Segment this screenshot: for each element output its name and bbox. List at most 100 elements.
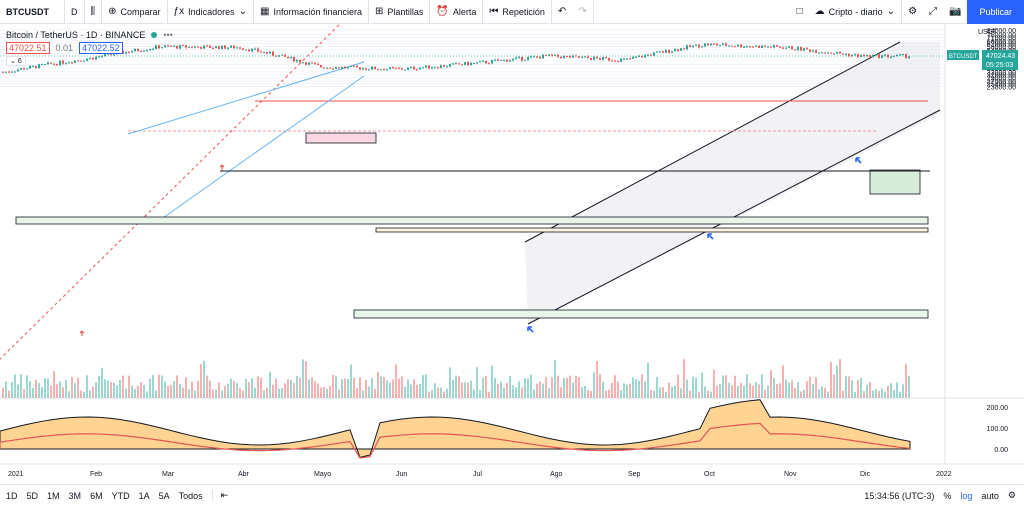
volume-bar bbox=[422, 375, 424, 398]
candle-body bbox=[818, 52, 820, 54]
goto-date-icon[interactable]: ⇤ bbox=[211, 490, 228, 501]
volume-bar bbox=[608, 389, 610, 398]
candle-body bbox=[29, 65, 31, 69]
range-1a[interactable]: 1A bbox=[138, 490, 150, 501]
candle-body bbox=[209, 45, 211, 48]
indicators-button[interactable]: ƒx Indicadores ⌄ bbox=[168, 0, 254, 24]
candle-body bbox=[653, 52, 655, 56]
time-axis[interactable]: 2021 Feb Mar Abr Mayo Jun Jul Ago Sep Oct Nov Dic 20… bbox=[8, 471, 952, 478]
range-6m[interactable]: 6M bbox=[90, 490, 103, 501]
candle-body bbox=[89, 57, 91, 59]
volume-bar bbox=[164, 381, 166, 398]
gear-icon[interactable]: ⚙ bbox=[1007, 490, 1016, 500]
fullscreen-layout-button[interactable]: □ bbox=[791, 0, 809, 24]
volume-bar bbox=[620, 390, 622, 398]
volume-bar bbox=[587, 390, 589, 398]
settings-button[interactable]: ⚙ bbox=[902, 0, 923, 24]
volume-bar bbox=[650, 390, 652, 398]
volume-bar bbox=[224, 386, 226, 398]
candle-body bbox=[530, 56, 532, 58]
publish-button[interactable]: Publicar bbox=[967, 0, 1024, 24]
volume-bar bbox=[872, 390, 874, 398]
volume-bar bbox=[818, 389, 820, 398]
candle-body bbox=[773, 45, 775, 48]
auto-toggle[interactable]: auto bbox=[981, 490, 999, 501]
range-1m[interactable]: 1M bbox=[47, 490, 60, 501]
volume-bar bbox=[14, 374, 16, 398]
market-open-icon bbox=[151, 31, 158, 38]
price-axis[interactable]: 84000.0076000.0071000.0066000.0062000.00… bbox=[947, 28, 1018, 92]
replay-button[interactable]: ⏮ Repetición bbox=[483, 0, 552, 24]
volume-bar bbox=[158, 374, 160, 398]
volume-bar bbox=[629, 383, 631, 398]
clock[interactable]: 15:34:56 (UTC-3) bbox=[864, 490, 935, 501]
financials-button[interactable]: ▦ Información financiera bbox=[254, 0, 369, 24]
alert-button[interactable]: ⏰ Alerta bbox=[430, 0, 484, 24]
volume-bar bbox=[143, 384, 145, 398]
volume-bar bbox=[710, 391, 712, 398]
undo-button[interactable]: ↶ bbox=[552, 0, 572, 24]
volume-bar bbox=[671, 386, 673, 398]
candle-body bbox=[233, 45, 235, 49]
candle-body bbox=[455, 63, 457, 65]
volume-bar bbox=[269, 371, 271, 398]
templates-button[interactable]: ⊞ Plantillas bbox=[369, 0, 431, 24]
snapshot-button[interactable]: 📷 bbox=[943, 0, 967, 24]
legend-more-icon[interactable]: ••• bbox=[163, 29, 173, 40]
camera-icon: 📷 bbox=[949, 6, 962, 17]
candle-body bbox=[893, 56, 895, 58]
candle-body bbox=[146, 50, 148, 52]
candle-body bbox=[830, 52, 832, 54]
candle-body bbox=[560, 56, 562, 59]
volume-bar bbox=[557, 375, 559, 398]
candle-body bbox=[332, 68, 334, 70]
volume-bar bbox=[542, 383, 544, 398]
candle-body bbox=[857, 54, 859, 58]
templates-icon: ⊞ bbox=[375, 6, 384, 17]
oscillator-pane bbox=[0, 399, 911, 459]
candle-body bbox=[869, 54, 871, 58]
interval-button[interactable]: D bbox=[65, 0, 85, 24]
volume-bar bbox=[341, 379, 343, 398]
compare-button[interactable]: ⊕ Comparar bbox=[102, 0, 168, 24]
volume-bar bbox=[662, 386, 664, 398]
volume-bar bbox=[86, 375, 88, 398]
candle-body bbox=[152, 48, 154, 50]
sell-price[interactable]: 47022.51 bbox=[6, 41, 50, 54]
volume-bar bbox=[566, 378, 568, 398]
range-5a[interactable]: 5A bbox=[158, 490, 170, 501]
candle-body bbox=[26, 68, 28, 70]
volume-bar bbox=[461, 382, 463, 398]
candle-body bbox=[113, 54, 115, 56]
range-all[interactable]: Todos bbox=[178, 490, 203, 501]
range-ytd[interactable]: YTD bbox=[111, 490, 130, 501]
range-5d[interactable]: 5D bbox=[26, 490, 39, 501]
fullscreen-button[interactable]: ⤢ bbox=[923, 0, 943, 24]
symbol-search-button[interactable]: BTCUSDT bbox=[0, 0, 65, 24]
range-3m[interactable]: 3M bbox=[68, 490, 82, 501]
volume-bar bbox=[809, 376, 811, 398]
indicators-toggle[interactable]: ⌄ 6 bbox=[6, 55, 26, 66]
candle-body bbox=[269, 51, 271, 54]
layout-select[interactable]: ☁ Cripto - diario ⌄ bbox=[809, 0, 903, 24]
currency-label: USDT bbox=[978, 29, 998, 36]
volume-bar bbox=[296, 375, 298, 398]
candle-body bbox=[371, 66, 373, 70]
candle-body bbox=[266, 52, 268, 54]
candle-body bbox=[221, 45, 223, 50]
price-chart[interactable]: 84000.0076000.0071000.0066000.0062000.00… bbox=[0, 24, 1024, 482]
chart-type-button[interactable]: ⫼ bbox=[85, 0, 103, 24]
candle-body bbox=[173, 45, 175, 47]
log-toggle[interactable]: log bbox=[960, 490, 973, 501]
volume-bar bbox=[155, 390, 157, 398]
candle-body bbox=[128, 51, 130, 53]
redo-button[interactable]: ↷ bbox=[572, 0, 594, 24]
percent-toggle[interactable]: % bbox=[943, 490, 952, 501]
range-1d[interactable]: 1D bbox=[6, 490, 18, 501]
time-tick-label: Abr bbox=[238, 471, 250, 478]
candle-body bbox=[800, 47, 802, 51]
candle-body bbox=[695, 44, 697, 46]
volume-bar bbox=[152, 374, 154, 398]
volume-bar bbox=[332, 374, 334, 398]
buy-price[interactable]: 47022.52 bbox=[79, 41, 123, 54]
